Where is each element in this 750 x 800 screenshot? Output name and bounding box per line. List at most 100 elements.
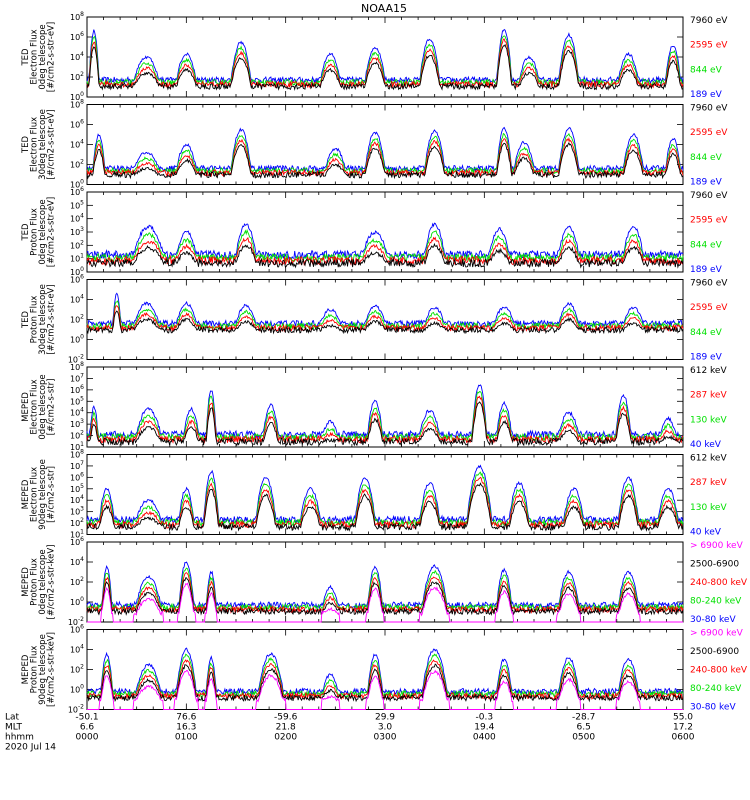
legend-entry: 2595 eV: [690, 128, 728, 138]
series-black: [86, 310, 684, 335]
x-tick-label-hhmm: 0500: [572, 733, 595, 743]
legend-entry: 30-80 keV: [690, 615, 736, 625]
legend: 7960 eV 2595 eV 844 eV 189 eV: [690, 104, 728, 188]
y-tick-label: 104: [70, 556, 84, 567]
series-black: [86, 242, 684, 269]
x-tick-label-hhmm: 0400: [473, 733, 496, 743]
y-tick-label: 10-2: [68, 354, 84, 365]
series-black: [86, 142, 684, 180]
x-tick-label-mlt: 21.8: [276, 723, 296, 733]
y-tick-label: 104: [70, 213, 84, 224]
legend-entry: 80-240 keV: [690, 597, 742, 607]
y-axis-label: MEPEDProton Flux90deg telescope[#/cm2-s-…: [21, 632, 57, 707]
panel-frame: [86, 191, 684, 273]
series-green: [86, 300, 684, 331]
panel-2: 100 102 104 106 108 TEDElectron Flux30deg tel…: [21, 99, 728, 190]
series-blue: [86, 126, 684, 174]
series-blue: [86, 647, 684, 697]
y-tick-label: 100: [70, 684, 84, 695]
series-black: [86, 43, 684, 91]
x-tick-label-hhmm: 0600: [672, 733, 695, 743]
legend-entry: 2500-6900: [690, 647, 739, 657]
legend-entry: 30-80 keV: [690, 703, 736, 713]
y-tick-label: 101: [70, 441, 84, 452]
legend-entry: 130 keV: [690, 415, 727, 425]
y-tick-label: 104: [70, 644, 84, 655]
series-black: [86, 663, 684, 703]
y-tick-label: 102: [70, 71, 84, 82]
x-tick-label-mlt: 19.4: [474, 723, 494, 733]
x-tick-label-lat: 76.6: [176, 713, 196, 723]
series-magenta: [87, 582, 683, 623]
y-axis-label: MEPEDElectron Flux0deg telescope[#/cm2-s…: [21, 374, 57, 439]
legend-entry: 287 keV: [690, 478, 727, 488]
x-tick-label-hhmm: 0100: [175, 733, 198, 743]
legend-entry: 189 eV: [690, 353, 723, 363]
y-tick-label: 100: [70, 266, 84, 277]
legend-entry: 844 eV: [690, 240, 723, 250]
y-tick-label: 100: [70, 179, 84, 190]
y-tick-label: 108: [70, 11, 84, 22]
x-tick-label-mlt: 3.0: [378, 723, 393, 733]
y-tick-label: 104: [70, 139, 84, 150]
legend: 7960 eV 2595 eV 844 eV 189 eV: [690, 191, 728, 275]
series-red: [86, 659, 684, 701]
series-green: [86, 567, 684, 613]
x-tick-label-hhmm: 0300: [374, 733, 397, 743]
legend-entry: 130 keV: [690, 503, 727, 513]
legend-entry: 7960 eV: [690, 191, 728, 201]
y-axis-label: MEPEDElectron Flux90deg telescope[#/cm2-…: [21, 459, 57, 530]
panel-4: 10-2 100 102 104 106 TEDProton Flux30deg tele…: [21, 274, 728, 365]
y-tick-label: 108: [70, 361, 84, 372]
legend: > 6900 keV 2500-6900 240-800 keV 80-240 keV…: [690, 541, 748, 625]
y-tick-label: 107: [70, 372, 84, 383]
legend-entry: 844 eV: [690, 153, 723, 163]
y-tick-label: 102: [70, 430, 84, 441]
x-tick-label-mlt: 16.3: [176, 723, 196, 733]
y-tick-label: 102: [70, 239, 84, 250]
date-label: 2020 Jul 14: [5, 743, 56, 753]
series-red: [86, 305, 684, 333]
y-tick-label: 103: [70, 418, 84, 429]
legend-entry: 612 keV: [690, 366, 727, 376]
legend-entry: 612 keV: [690, 454, 727, 464]
x-tick-label-mlt: 6.6: [80, 723, 95, 733]
x-tick-label-lat: 29.9: [375, 713, 395, 723]
panel-frame: [86, 279, 684, 360]
legend-entry: 2595 eV: [690, 216, 728, 226]
series-blue: [86, 292, 684, 328]
panel-8: 10-2 100 102 104 106 MEPEDProton Flux90deg te…: [21, 624, 748, 715]
y-tick-label: 105: [70, 483, 84, 494]
x-tick-label-mlt: 17.2: [673, 723, 693, 733]
panels: 100 102 104 106 108 TEDElectron Flux0deg tele…: [21, 11, 748, 715]
y-axis-label: TEDProton Flux30deg telescope[#/cm2-s-st…: [21, 284, 57, 355]
x-tick-label-lat: -59.6: [274, 713, 298, 723]
x-tick-label-mlt: 6.5: [577, 723, 591, 733]
legend-entry: 189 eV: [690, 178, 723, 188]
legend-entry: 287 keV: [690, 391, 727, 401]
y-tick-label: 106: [70, 186, 84, 197]
legend: 612 keV 287 keV 130 keV 40 keV: [690, 454, 727, 538]
series-black: [86, 482, 684, 532]
y-axis-label: MEPEDProton Flux0deg telescope[#/cm2-s-s…: [21, 545, 57, 620]
series-blue: [86, 464, 684, 525]
y-tick-label: 108: [70, 449, 84, 460]
legend-entry: 844 eV: [690, 328, 723, 338]
y-tick-label: 101: [70, 529, 84, 540]
y-tick-label: 101: [70, 253, 84, 264]
series-blue: [87, 222, 684, 261]
series-green: [86, 132, 684, 176]
series-black: [86, 577, 684, 616]
legend-entry: 40 keV: [690, 440, 722, 450]
series-green: [86, 228, 684, 264]
legend-entry: 2500-6900: [690, 560, 739, 570]
legend-entry: 2595 eV: [690, 41, 728, 51]
series-red: [86, 236, 684, 267]
y-tick-label: 104: [70, 407, 84, 418]
legend-entry: 2595 eV: [690, 303, 728, 313]
x-tick-label-lat: -50.1: [75, 713, 98, 723]
y-tick-label: 105: [70, 395, 84, 406]
y-tick-label: 100: [70, 334, 84, 345]
